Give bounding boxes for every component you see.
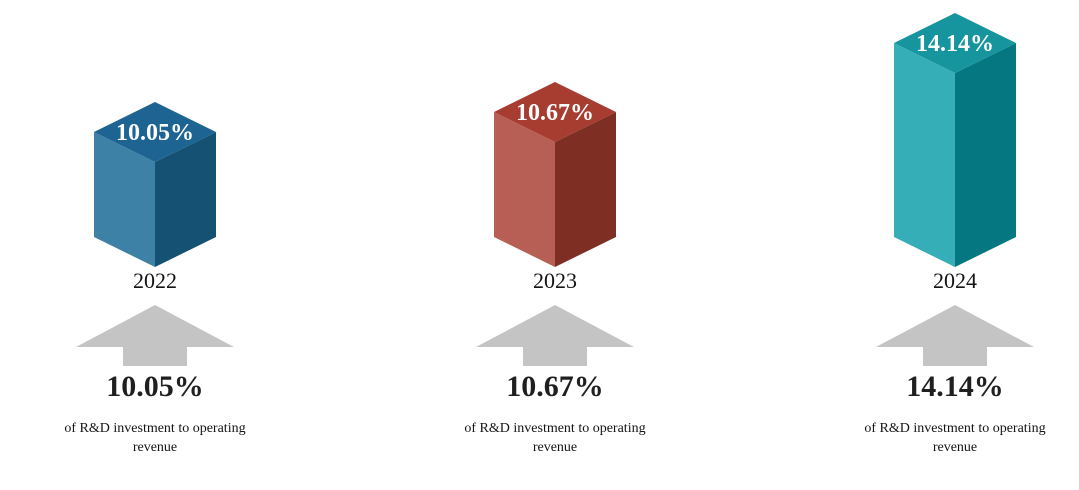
chart-column-2024: 14.14% 2024 14.14% of R&D investment to … <box>805 0 1079 490</box>
bar-3d-2024: 14.14% <box>894 13 1016 267</box>
caption-text: of R&D investment to operating revenue <box>64 421 246 455</box>
bar-top-face <box>894 13 1016 73</box>
bar-left-face <box>894 43 955 267</box>
percent-value: 10.05% <box>106 370 204 403</box>
up-arrow-icon <box>876 305 1034 366</box>
bar-value-label: 10.67% <box>516 100 594 126</box>
percent-value: 14.14% <box>906 370 1004 403</box>
year-label: 2023 <box>533 268 577 293</box>
up-arrow-icon <box>76 305 234 366</box>
caption-text: of R&D investment to operating revenue <box>864 421 1046 455</box>
bar-left-face <box>494 112 555 267</box>
bar-right-face <box>155 132 216 267</box>
caption-text: of R&D investment to operating revenue <box>464 421 646 455</box>
percent-value: 10.67% <box>506 370 604 403</box>
bar-right-face <box>955 43 1016 267</box>
bar-3d-2023: 10.67% <box>494 82 616 267</box>
bar-3d-2022: 10.05% <box>94 102 216 267</box>
year-label: 2022 <box>133 268 177 293</box>
bar-value-label: 10.05% <box>116 120 194 146</box>
chart-column-2023: 10.67% 2023 10.67% of R&D investment to … <box>405 0 705 490</box>
bar-value-label: 14.14% <box>916 31 994 57</box>
bar-left-face <box>94 132 155 267</box>
chart-column-2022: 10.05% 2022 10.05% of R&D investment to … <box>5 0 305 490</box>
year-label: 2024 <box>933 268 977 293</box>
up-arrow-icon <box>476 305 634 366</box>
bar-right-face <box>555 112 616 267</box>
bar-top-face <box>494 82 616 142</box>
bar-top-face <box>94 102 216 162</box>
